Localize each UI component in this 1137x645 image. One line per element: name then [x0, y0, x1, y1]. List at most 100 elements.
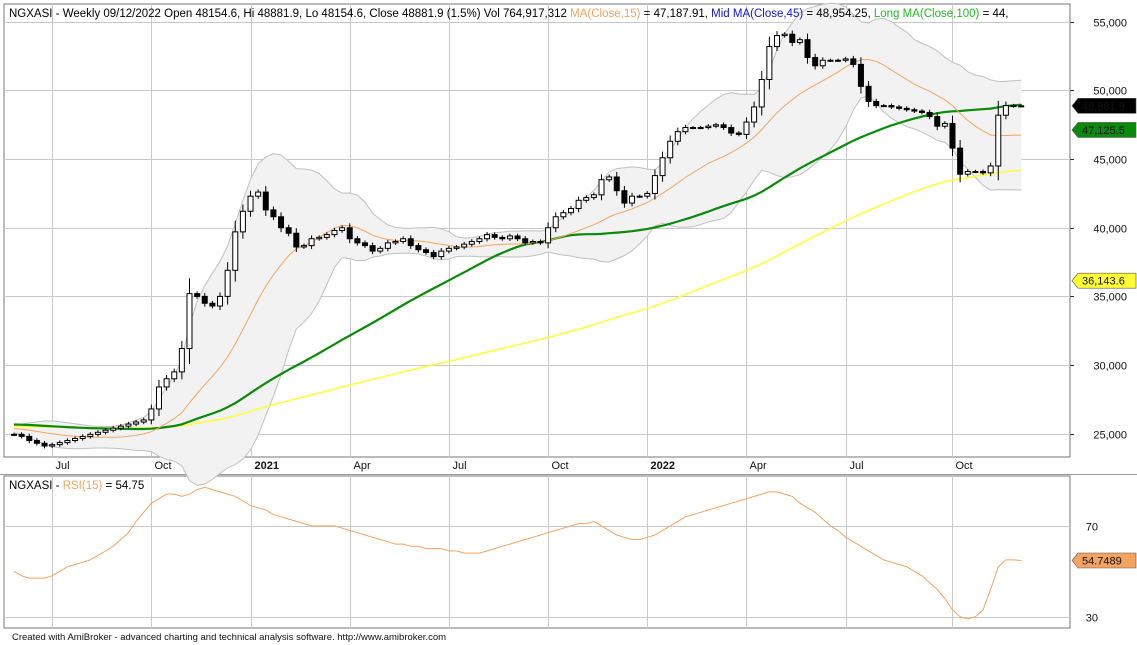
candle-body — [87, 433, 94, 437]
candle — [407, 235, 414, 249]
candle-body — [491, 234, 498, 238]
candle — [598, 174, 605, 201]
candle — [590, 192, 597, 200]
candle-body — [720, 124, 727, 129]
candle-body — [217, 295, 224, 307]
candle — [300, 243, 307, 249]
candle — [354, 236, 361, 246]
candle — [728, 124, 735, 137]
candle-body — [949, 122, 956, 149]
candle-body — [712, 124, 719, 127]
candle — [857, 57, 864, 94]
candle-body — [270, 209, 277, 218]
candle — [392, 239, 399, 245]
candle-body — [133, 421, 140, 425]
candle-body — [79, 435, 86, 439]
candle — [583, 195, 590, 203]
candle-body — [453, 246, 460, 249]
candle-body — [758, 79, 765, 108]
candle-body — [575, 199, 582, 210]
candle — [682, 124, 689, 135]
candle-body — [598, 179, 605, 196]
candle — [415, 242, 422, 253]
candle — [506, 233, 513, 242]
x-tick-label: Oct — [155, 460, 172, 472]
header-ma-mid-value: = 48,954.25, — [806, 8, 870, 20]
candle-body — [926, 111, 933, 118]
candle-body — [804, 39, 811, 59]
candle — [491, 232, 498, 240]
candle-body — [308, 238, 315, 247]
candle-body — [987, 165, 994, 174]
candle — [575, 196, 582, 213]
candle — [316, 235, 323, 241]
candle — [201, 293, 208, 307]
mid-ma-path — [13, 103, 1022, 431]
candle-body — [407, 238, 414, 247]
candle — [186, 278, 193, 364]
candle — [125, 421, 132, 429]
rsi-pane[interactable] — [3, 475, 1071, 629]
candle — [72, 436, 79, 443]
candle — [735, 131, 742, 137]
candle-body — [262, 191, 269, 211]
candle — [804, 33, 811, 64]
candle-body — [842, 58, 849, 61]
candle — [629, 192, 636, 207]
candle-body — [583, 197, 590, 201]
candle-body — [911, 109, 918, 112]
candle-body — [682, 127, 689, 133]
candle — [171, 368, 178, 383]
candle-body — [850, 58, 857, 65]
candle — [346, 223, 353, 244]
candle-body — [827, 59, 834, 62]
candle-body — [796, 39, 803, 43]
candle — [873, 98, 880, 109]
candle-body — [972, 170, 979, 173]
candle-body — [743, 121, 750, 135]
candle — [79, 434, 86, 441]
candle-body — [964, 170, 971, 175]
rsi-header-value: = 54.75 — [106, 480, 145, 492]
x-tick-label: Jul — [453, 460, 467, 472]
candle-body — [667, 140, 674, 159]
candle — [18, 432, 25, 439]
candle-body — [155, 386, 162, 410]
candle-body — [102, 429, 109, 433]
rsi-y-axis: 30 70 — [1086, 522, 1098, 625]
candle — [667, 135, 674, 164]
candle-body — [552, 216, 559, 229]
candle — [377, 246, 384, 254]
candle-body — [400, 238, 407, 242]
candle-body — [186, 293, 193, 350]
candle-body — [980, 170, 987, 174]
candle-body — [255, 191, 262, 197]
candle — [499, 235, 506, 241]
x-tick-label: Oct — [956, 460, 973, 472]
value-tag-ma_long: 36,143.6 — [1071, 272, 1137, 289]
rsi-tick-label: 70 — [1086, 522, 1098, 534]
y-tick-label: 45,000 — [1093, 155, 1127, 167]
candle-body — [995, 114, 1002, 167]
candle-body — [1010, 105, 1017, 108]
candle-body — [346, 227, 353, 240]
candle-body — [629, 195, 636, 204]
candle — [941, 121, 948, 129]
candle — [613, 171, 620, 196]
candle — [774, 31, 780, 51]
candle — [781, 32, 788, 38]
candle-body — [117, 425, 124, 429]
value-tag-last_price: 48,881.9 — [1071, 98, 1137, 114]
candle — [94, 430, 101, 437]
x-tick-label: 2022 — [651, 460, 675, 472]
candle — [545, 222, 552, 249]
value-tag-box — [1071, 552, 1137, 569]
candle-body — [751, 106, 758, 123]
candle — [819, 57, 826, 69]
candle-body — [384, 242, 391, 249]
rsi-header: NGXASI - RSI(15) = 54.75 — [9, 480, 144, 492]
x-tick-label: Oct — [552, 460, 569, 472]
candle — [1018, 104, 1025, 108]
candle — [369, 242, 376, 255]
